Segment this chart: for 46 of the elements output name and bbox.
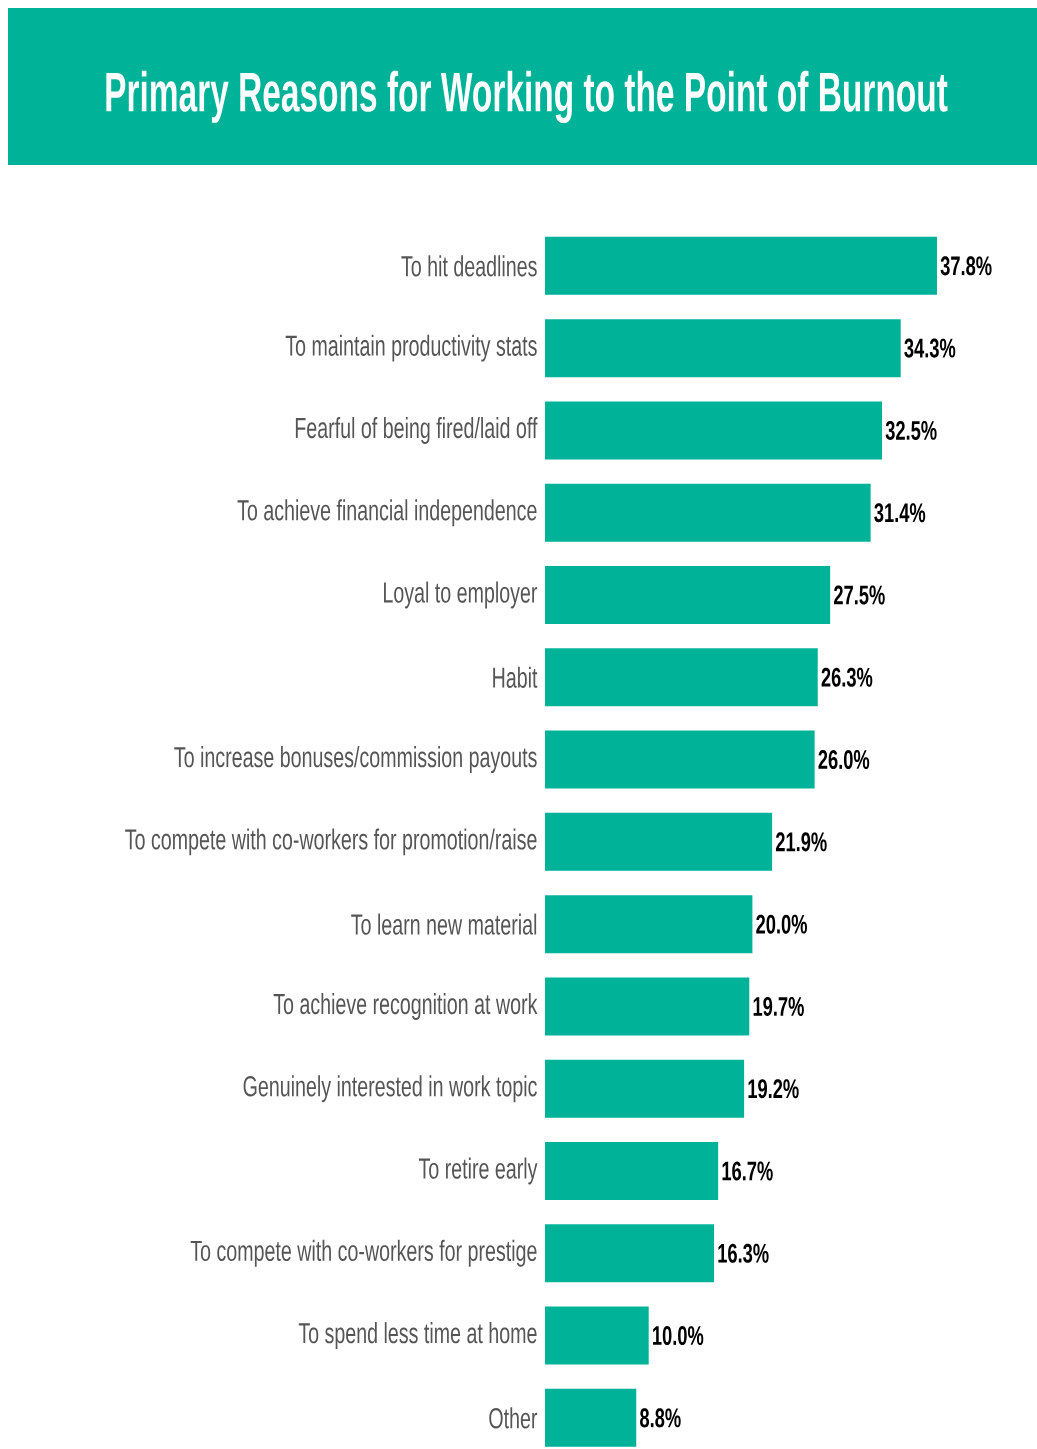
y-tick-label: Loyal to employer [384,581,538,609]
data-label: 34.3% [904,338,956,358]
data-label: 37.8% [940,256,992,276]
bar [545,1388,637,1447]
bar [545,895,753,954]
bar [545,319,901,378]
data-label: 32.5% [885,420,937,440]
bar [545,1306,649,1365]
bar [545,566,831,624]
y-tick-label: To increase bonuses/commission payouts [174,746,537,774]
y-tick-label: To achieve financial independence [237,499,537,527]
y-tick-label: To spend less time at home [298,1322,537,1350]
data-label: 19.2% [748,1079,799,1099]
data-label: 10.0% [653,1326,704,1346]
data-label: 27.5% [834,585,885,605]
bar [545,977,750,1036]
y-tick-label: To achieve recognition at work [273,992,538,1020]
y-tick-label: To hit deadlines [401,255,537,277]
y-tick-label: To learn new material [351,913,537,935]
data-label: 16.3% [718,1243,769,1263]
bar [545,401,883,460]
y-tick-label: To compete with co-workers for promotion/raise [125,828,537,856]
data-label: 20.0% [756,914,807,934]
chart-title: Primary Reasons for Working to the Point of Burnout [106,70,948,124]
bar [545,812,773,871]
data-label: 21.9% [775,832,827,852]
y-tick-label: Fearful of being fired/laid off [295,416,538,444]
bar [545,730,815,789]
bar [545,1142,719,1201]
data-label: 26.3% [821,667,873,687]
y-tick-label: To compete with co-workers for prestige [190,1239,537,1267]
bar [545,483,871,542]
y-tick-label: To retire early [418,1157,538,1185]
y-tick-label: Habit [493,666,538,688]
y-tick-label: To maintain productivity stats [285,334,537,362]
bar [545,236,937,295]
bar [545,1224,715,1283]
data-label: 31.4% [874,503,926,523]
data-label: 8.8% [640,1408,681,1428]
bar [545,1059,745,1118]
y-tick-label: Genuinely interested in work topic [243,1075,537,1103]
data-label: 26.0% [818,750,870,770]
y-tick-label: Other [489,1407,538,1429]
data-label: 19.7% [753,996,804,1016]
bar [545,648,818,707]
data-label: 16.7% [722,1161,773,1181]
